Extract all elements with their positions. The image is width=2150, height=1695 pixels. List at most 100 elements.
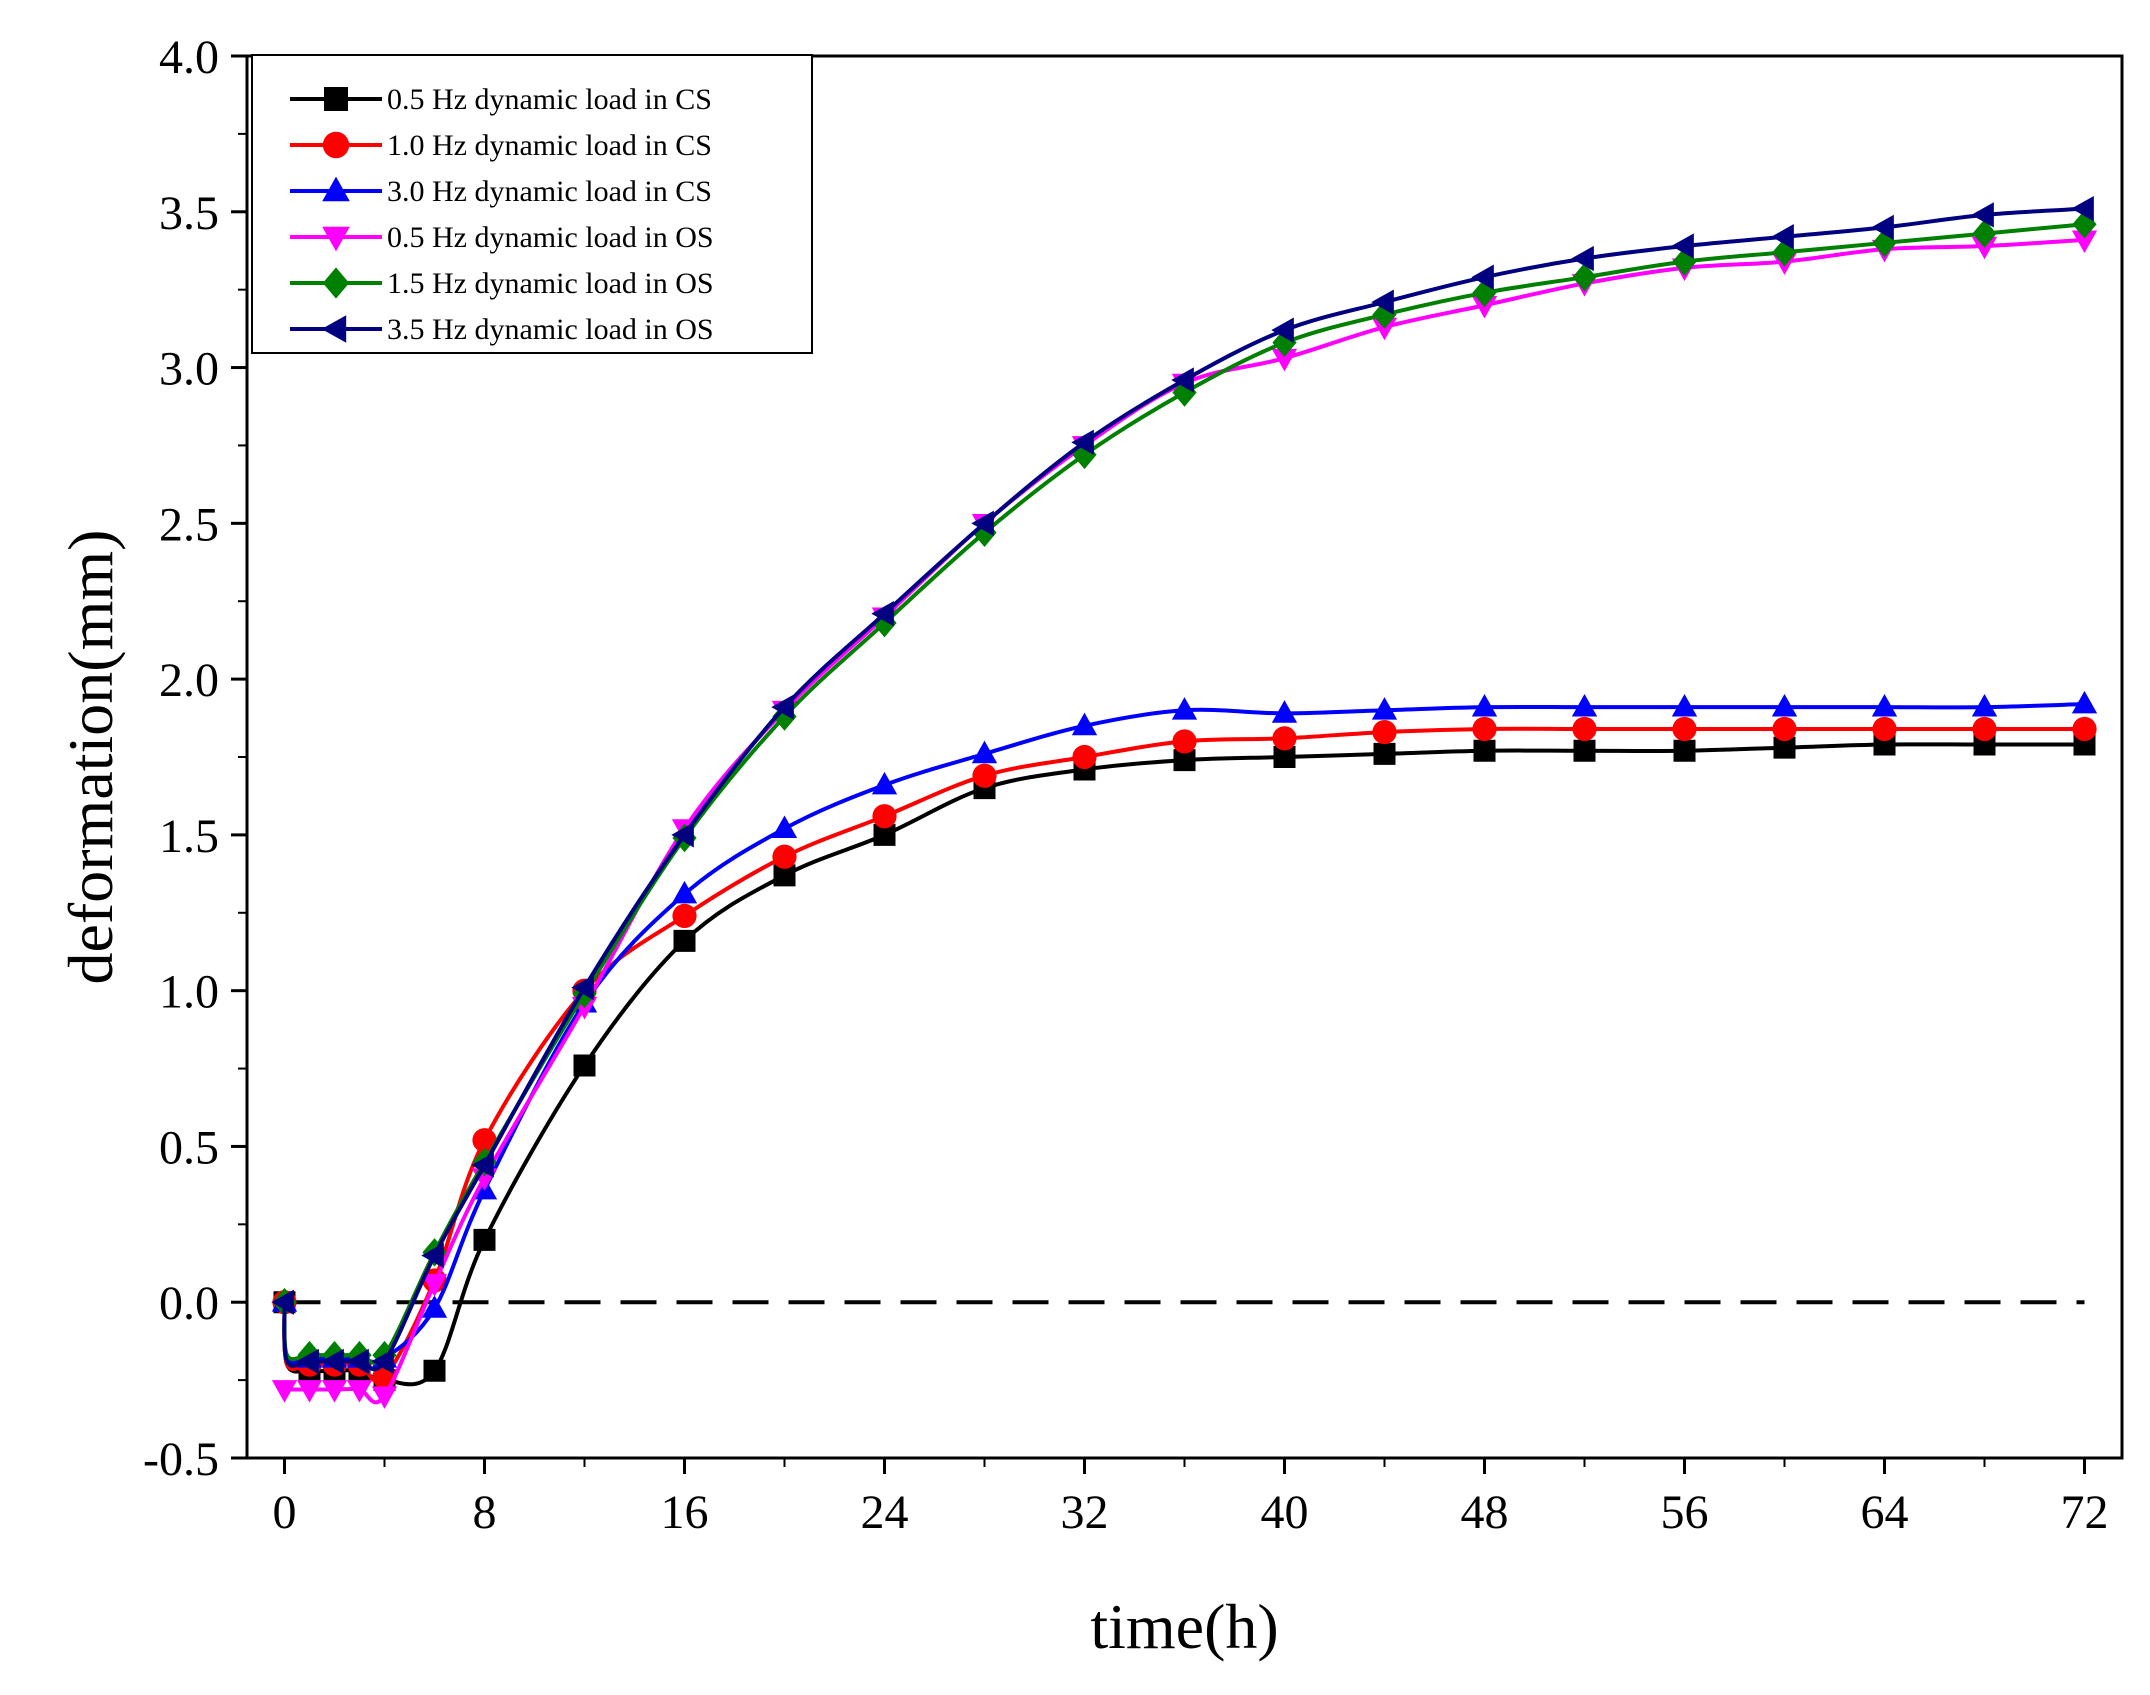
legend-label: 0.5 Hz dynamic load in CS (387, 83, 712, 116)
data-point (1371, 697, 1398, 720)
x-tick-label: 16 (661, 1486, 709, 1539)
data-point (1271, 317, 1294, 343)
data-point (473, 1228, 496, 1251)
data-point (346, 1348, 369, 1375)
data-point (2071, 230, 2098, 254)
data-point (321, 1380, 348, 1403)
data-point (2072, 209, 2097, 239)
data-point (1071, 429, 1094, 455)
data-point (1273, 746, 1296, 768)
data-point (1671, 693, 1698, 717)
data-point (371, 1348, 394, 1375)
x-tick-label: 48 (1461, 1486, 1509, 1539)
data-point (1472, 278, 1497, 308)
data-point (346, 1380, 373, 1403)
data-point (1771, 224, 1794, 250)
data-point (1071, 712, 1098, 736)
data-point (972, 763, 997, 788)
data-point (472, 1128, 497, 1153)
x-tick-label: 72 (2061, 1486, 2109, 1539)
data-point (321, 1348, 344, 1375)
data-point (672, 903, 697, 928)
data-point (1772, 237, 1797, 267)
x-tick-label: 32 (1061, 1486, 1109, 1539)
y-tick-label: 2.0 (159, 654, 219, 707)
legend-item: 1.0 Hz dynamic load in CS (290, 129, 712, 162)
y-tick-label: 1.0 (159, 966, 219, 1019)
data-point (1471, 693, 1498, 717)
data-point (1772, 716, 1797, 742)
data-point (296, 1380, 323, 1403)
data-point (1671, 233, 1694, 259)
data-point (1573, 739, 1596, 762)
legend-marker (324, 87, 348, 111)
data-point (1171, 367, 1194, 393)
data-point (1372, 719, 1397, 745)
data-point (971, 740, 998, 764)
data-point (1371, 317, 1398, 341)
data-point (421, 1295, 448, 1318)
data-point (1872, 228, 1897, 258)
x-tick-label: 0 (273, 1486, 297, 1539)
data-point (1972, 219, 1997, 248)
legend-label: 0.5 Hz dynamic load in OS (387, 221, 714, 254)
data-point (872, 608, 897, 638)
data-point (1173, 749, 1196, 772)
data-point (1871, 693, 1898, 717)
data-point (771, 694, 794, 720)
data-point (421, 1274, 448, 1297)
data-point (971, 510, 994, 536)
legend-marker (322, 131, 350, 159)
data-point (1871, 214, 1894, 241)
data-point (1373, 742, 1396, 765)
data-point (673, 929, 696, 952)
data-point (271, 1289, 294, 1315)
data-point (1172, 729, 1197, 754)
legend-label: 1.0 Hz dynamic load in CS (387, 129, 712, 162)
x-tick-label: 56 (1661, 1486, 1709, 1539)
data-point (571, 974, 594, 1001)
legend-item: 0.5 Hz dynamic load in CS (290, 83, 712, 116)
data-point (671, 880, 698, 904)
x-axis-title: time(h) (1090, 1591, 1278, 1662)
data-point (471, 1152, 494, 1178)
legend-marker (322, 226, 350, 252)
data-point (871, 601, 894, 627)
data-point (1072, 744, 1097, 770)
data-point (871, 771, 898, 795)
data-point (872, 804, 897, 829)
data-point (1172, 378, 1197, 407)
data-point (671, 822, 694, 848)
y-tick-label: 4.0 (159, 31, 219, 84)
x-tick-label: 40 (1261, 1486, 1309, 1539)
data-point (1372, 300, 1397, 329)
y-tick-label: 1.5 (159, 810, 219, 863)
y-tick-label: 3.0 (159, 343, 219, 396)
legend-item: 3.0 Hz dynamic load in CS (290, 175, 712, 208)
data-point (1972, 716, 1997, 742)
data-point (1773, 736, 1796, 759)
data-point (423, 1359, 446, 1382)
data-point (1072, 440, 1097, 470)
legend-marker (322, 176, 350, 202)
legend-marker (321, 315, 347, 343)
legend-item: 0.5 Hz dynamic load in OS (290, 221, 714, 254)
data-point (1572, 716, 1597, 742)
data-point (1473, 739, 1496, 762)
data-point (1471, 295, 1498, 319)
data-point (1672, 716, 1697, 742)
data-point (1271, 700, 1298, 723)
data-point (773, 864, 796, 887)
data-point (2071, 196, 2094, 222)
y-tick-label: -0.5 (143, 1433, 219, 1486)
data-point (1872, 716, 1897, 742)
y-axis-title: deformation(mm) (55, 530, 126, 985)
data-point (573, 1054, 596, 1077)
y-tick-label: 0.5 (159, 1121, 219, 1174)
data-point (1271, 348, 1298, 372)
x-tick-label: 64 (1861, 1486, 1909, 1539)
y-tick-label: 0.0 (159, 1277, 219, 1330)
data-point (1272, 726, 1297, 751)
data-point (1971, 236, 1998, 260)
